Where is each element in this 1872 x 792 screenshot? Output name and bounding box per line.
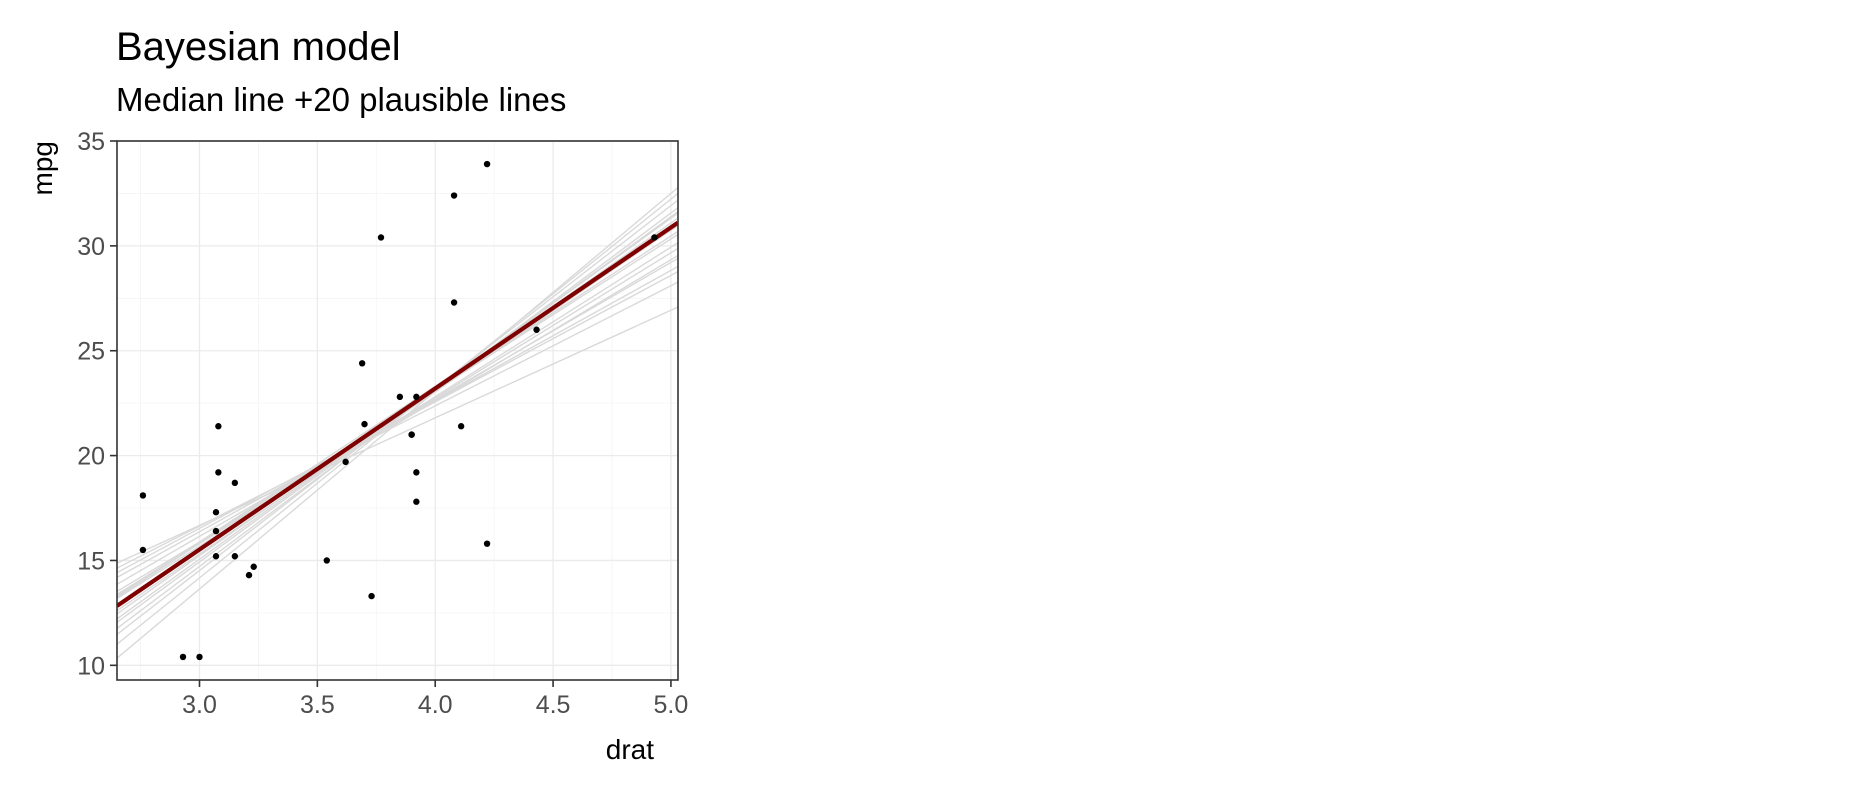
- data-point: [215, 423, 222, 430]
- data-point: [245, 571, 253, 579]
- data-point: [231, 553, 239, 560]
- median-line: [117, 220, 678, 608]
- x-tick-label: 3.0: [182, 691, 217, 719]
- y-tick-label: 25: [77, 338, 105, 366]
- data-point: [196, 653, 203, 661]
- data-point: [250, 563, 257, 570]
- y-tick-label: 10: [77, 652, 105, 680]
- y-tick-label: 20: [77, 443, 105, 471]
- data-point: [212, 527, 220, 535]
- grid: [117, 140, 678, 680]
- panel-border: [116, 140, 679, 681]
- data-point: [212, 553, 220, 560]
- data-point: [212, 509, 220, 516]
- x-tick-label: 4.5: [536, 691, 571, 719]
- data-point: [368, 592, 375, 600]
- data-point: [396, 393, 404, 401]
- data-point: [413, 469, 420, 476]
- data-point: [533, 326, 540, 333]
- chart-title: Bayesian model: [116, 25, 401, 69]
- data-point: [361, 420, 368, 428]
- plausible-line: [117, 254, 678, 593]
- data-point: [139, 546, 147, 554]
- data-point: [408, 431, 415, 438]
- data-point: [651, 234, 658, 241]
- y-tick-label: 35: [77, 128, 105, 156]
- data-point: [413, 498, 420, 505]
- y-tick-label: 15: [77, 547, 105, 575]
- data-point: [342, 458, 349, 466]
- data-point: [139, 492, 147, 499]
- data-point: [215, 469, 222, 476]
- data-point: [413, 393, 420, 401]
- data-point: [483, 540, 491, 547]
- data-points: [139, 160, 658, 661]
- data-point: [231, 479, 239, 487]
- x-axis: 3.0 3.5 4.0 4.5 5.0: [182, 680, 688, 719]
- data-point: [377, 234, 385, 241]
- plausible-lines: [117, 186, 678, 659]
- y-axis: 10 15 20 25 30 35: [77, 128, 117, 680]
- data-point: [450, 299, 458, 306]
- y-axis-title: mpg: [27, 141, 58, 195]
- median-line-group: [117, 220, 678, 608]
- data-point: [358, 360, 366, 367]
- data-point: [179, 653, 187, 661]
- data-point: [323, 557, 330, 564]
- chart-subtitle: Median line +20 plausible lines: [116, 81, 566, 118]
- y-tick-label: 30: [77, 233, 105, 261]
- x-axis-title: drat: [606, 734, 654, 765]
- data-point: [450, 192, 458, 199]
- data-point: [457, 423, 465, 430]
- plausible-line: [117, 271, 678, 574]
- data-point: [483, 160, 491, 168]
- x-tick-label: 4.0: [418, 691, 453, 719]
- x-tick-label: 3.5: [300, 691, 335, 719]
- plausible-line: [117, 306, 678, 564]
- x-tick-label: 5.0: [654, 691, 689, 719]
